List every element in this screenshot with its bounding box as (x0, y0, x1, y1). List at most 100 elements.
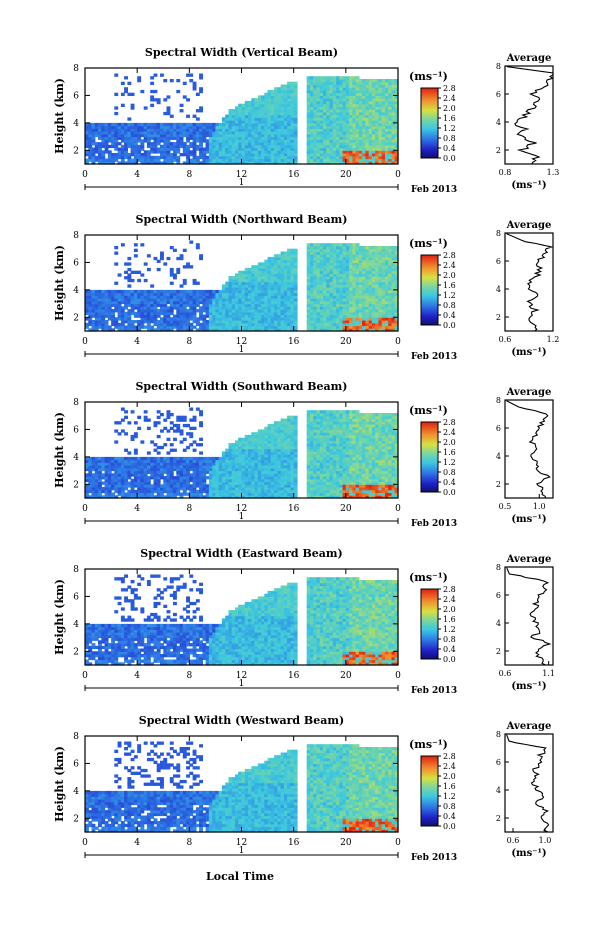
heatmap-cell (186, 73, 190, 77)
heatmap-cell (385, 251, 389, 255)
heatmap-cell (254, 311, 259, 316)
heatmap-cell (378, 292, 383, 296)
heatmap-cell (182, 153, 187, 157)
heatmap-cell (225, 161, 230, 165)
heatmap-cell (323, 284, 327, 288)
heatmap-cell (345, 317, 350, 321)
heatmap-cell (378, 273, 383, 277)
heatmap-cell (310, 92, 314, 96)
heatmap-cell (316, 106, 321, 110)
heatmap-cell (166, 306, 171, 310)
heatmap-cell (182, 95, 187, 99)
heatmap-cell (355, 273, 360, 277)
heatmap-cell (264, 259, 269, 263)
heatmap-cell (85, 306, 89, 310)
heatmap-cell (375, 273, 380, 277)
heatmap-cell (160, 462, 164, 466)
heatmap-cell (326, 89, 331, 94)
heatmap-cell (124, 303, 128, 307)
heatmap-cell (143, 300, 148, 305)
heatmap-cell (163, 142, 168, 146)
heatmap-cell (91, 473, 96, 477)
heatmap-cell (274, 278, 278, 283)
heatmap-cell (143, 320, 148, 324)
heatmap-cell (228, 161, 233, 165)
heatmap-cell (274, 262, 278, 266)
heatmap-cell (313, 155, 318, 160)
heatmap-cell (270, 89, 275, 94)
heatmap-cell (362, 322, 366, 327)
heatmap-cell (98, 128, 102, 132)
heatmap-cell (323, 122, 327, 127)
heatmap-cell (189, 467, 194, 472)
heatmap-cell (85, 161, 89, 165)
heatmap-cell (94, 495, 99, 499)
heatmap-cell (124, 128, 128, 132)
heatmap-cell (140, 144, 145, 149)
heatmap-cell (179, 481, 184, 485)
heatmap-cell (349, 139, 353, 143)
heatmap-cell (378, 98, 383, 102)
heatmap-cell (130, 410, 135, 414)
heatmap-cell (231, 150, 236, 154)
heatmap-cell (332, 303, 337, 307)
heatmap-cell (88, 478, 93, 483)
heatmap-cell (280, 317, 285, 321)
heatmap-cell (137, 270, 142, 274)
heatmap-cell (120, 133, 125, 138)
heatmap-cell (319, 111, 324, 116)
heatmap-cell (362, 114, 366, 118)
heatmap-cell (280, 128, 285, 132)
heatmap-cell (381, 142, 386, 146)
heatmap-cell (316, 131, 321, 135)
heatmap-cell (319, 120, 324, 124)
heatmap-cell (205, 158, 210, 162)
heatmap-cell (205, 456, 210, 461)
heatmap-cell (319, 103, 324, 107)
heatmap-cell (323, 300, 327, 305)
heatmap-cell (323, 254, 327, 258)
heatmap-cell (251, 158, 256, 162)
heatmap-cell (189, 314, 194, 318)
heatmap-cell (261, 109, 265, 113)
heatmap-cell (88, 133, 93, 138)
heatmap-cell (163, 470, 168, 474)
heatmap-cell (244, 153, 249, 157)
heatmap-cell (120, 125, 125, 129)
heatmap-cell (238, 317, 243, 321)
heatmap-cell (182, 289, 187, 294)
heatmap-cell (117, 478, 122, 483)
heatmap-cell (251, 136, 256, 140)
heatmap-cell (199, 142, 203, 146)
heatmap-cell (270, 120, 275, 124)
heatmap-cell (274, 122, 278, 127)
heatmap-cell (319, 246, 324, 250)
heatmap-cell (323, 147, 327, 151)
heatmap-cell (124, 270, 128, 274)
heatmap-cell (150, 470, 155, 474)
heatmap-cell (251, 278, 256, 283)
heatmap-cell (306, 125, 311, 129)
heatmap-cell (264, 122, 269, 127)
heatmap-cell (306, 133, 311, 138)
heatmap-cell (251, 317, 256, 321)
heatmap-cell (339, 114, 344, 118)
heatmap-cell (221, 303, 226, 307)
heatmap-cell (267, 103, 272, 107)
heatmap-cell (385, 131, 389, 135)
heatmap-cell (127, 465, 132, 469)
heatmap-cell (375, 147, 380, 151)
heatmap-cell (257, 267, 262, 272)
heatmap-cell (385, 298, 389, 302)
heatmap-cell (179, 492, 184, 496)
heatmap-cell (212, 328, 217, 332)
heatmap-cell (88, 150, 93, 154)
heatmap-cell (163, 495, 168, 499)
heatmap-cell (355, 117, 360, 121)
heatmap-cell (326, 309, 331, 313)
heatmap-cell (117, 133, 122, 138)
heatmap-cell (313, 89, 318, 94)
heatmap-cell (388, 256, 393, 261)
heatmap-cell (225, 303, 230, 307)
heatmap-cell (277, 314, 282, 318)
